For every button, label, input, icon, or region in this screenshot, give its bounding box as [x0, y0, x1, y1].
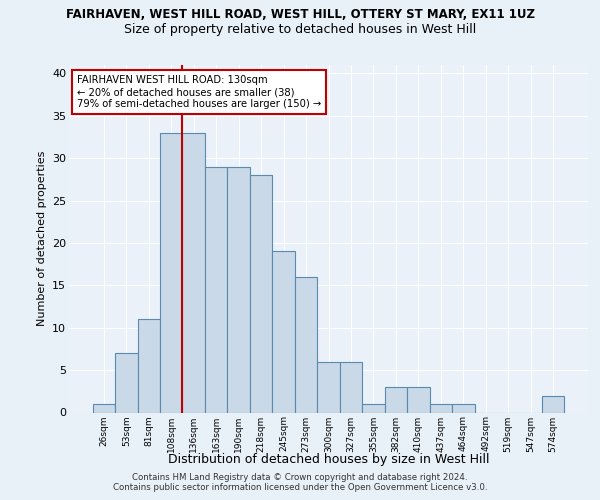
Text: FAIRHAVEN, WEST HILL ROAD, WEST HILL, OTTERY ST MARY, EX11 1UZ: FAIRHAVEN, WEST HILL ROAD, WEST HILL, OT…	[65, 8, 535, 20]
Bar	[295, 277, 317, 412]
Text: Distribution of detached houses by size in West Hill: Distribution of detached houses by size …	[168, 452, 490, 466]
Bar	[250, 175, 272, 412]
Bar	[407, 387, 430, 412]
Y-axis label: Number of detached properties: Number of detached properties	[37, 151, 47, 326]
Bar	[430, 404, 452, 412]
Bar	[272, 252, 295, 412]
Bar	[362, 404, 385, 412]
Bar	[115, 353, 137, 412]
Text: FAIRHAVEN WEST HILL ROAD: 130sqm
← 20% of detached houses are smaller (38)
79% o: FAIRHAVEN WEST HILL ROAD: 130sqm ← 20% o…	[77, 76, 321, 108]
Bar	[92, 404, 115, 412]
Text: Size of property relative to detached houses in West Hill: Size of property relative to detached ho…	[124, 22, 476, 36]
Bar	[340, 362, 362, 412]
Bar	[205, 166, 227, 412]
Bar	[317, 362, 340, 412]
Bar	[385, 387, 407, 412]
Bar	[542, 396, 565, 412]
Bar	[182, 133, 205, 412]
Text: Contains HM Land Registry data © Crown copyright and database right 2024.
Contai: Contains HM Land Registry data © Crown c…	[113, 473, 487, 492]
Bar	[227, 166, 250, 412]
Bar	[137, 320, 160, 412]
Bar	[160, 133, 182, 412]
Bar	[452, 404, 475, 412]
